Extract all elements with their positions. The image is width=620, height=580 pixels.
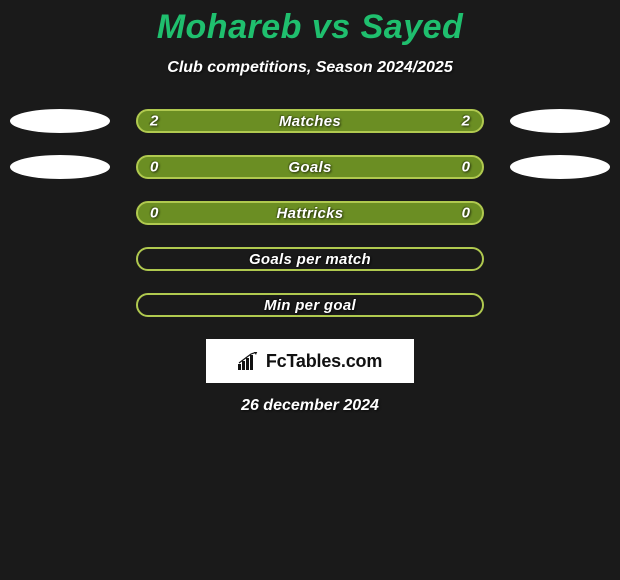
stat-value-right: 2	[462, 113, 470, 130]
stat-label: Goals per match	[249, 251, 371, 268]
player-right-marker	[510, 155, 610, 179]
stat-bar: Goals per match	[136, 247, 484, 271]
stat-value-left: 0	[150, 159, 158, 176]
stat-value-right: 0	[462, 205, 470, 222]
brand-logo: FcTables.com	[206, 339, 414, 383]
stat-bar: Min per goal	[136, 293, 484, 317]
stat-rows: 2 Matches 2 0 Goals 0 0 Hattricks 0 Goals per mat…	[0, 109, 620, 317]
stat-value-left: 0	[150, 205, 158, 222]
infographic-container: Mohareb vs Sayed Club competitions, Seas…	[0, 0, 620, 415]
page-title: Mohareb vs Sayed	[0, 8, 620, 47]
chart-icon	[238, 352, 260, 370]
stat-value-left: 2	[150, 113, 158, 130]
stat-label: Goals	[288, 159, 331, 176]
subtitle: Club competitions, Season 2024/2025	[0, 59, 620, 77]
stat-label: Min per goal	[264, 297, 356, 314]
player-left-marker	[10, 109, 110, 133]
stat-bar: 0 Hattricks 0	[136, 201, 484, 225]
snapshot-date: 26 december 2024	[0, 397, 620, 415]
stat-label: Matches	[279, 113, 341, 130]
stat-bar: 2 Matches 2	[136, 109, 484, 133]
stat-label: Hattricks	[277, 205, 344, 222]
stat-row: 0 Hattricks 0	[10, 201, 610, 225]
stat-row: Min per goal	[10, 293, 610, 317]
player-right-marker	[510, 109, 610, 133]
stat-row: 2 Matches 2	[10, 109, 610, 133]
player-left-marker	[10, 155, 110, 179]
stat-row: Goals per match	[10, 247, 610, 271]
stat-row: 0 Goals 0	[10, 155, 610, 179]
stat-value-right: 0	[462, 159, 470, 176]
brand-name: FcTables.com	[266, 351, 382, 372]
stat-bar: 0 Goals 0	[136, 155, 484, 179]
